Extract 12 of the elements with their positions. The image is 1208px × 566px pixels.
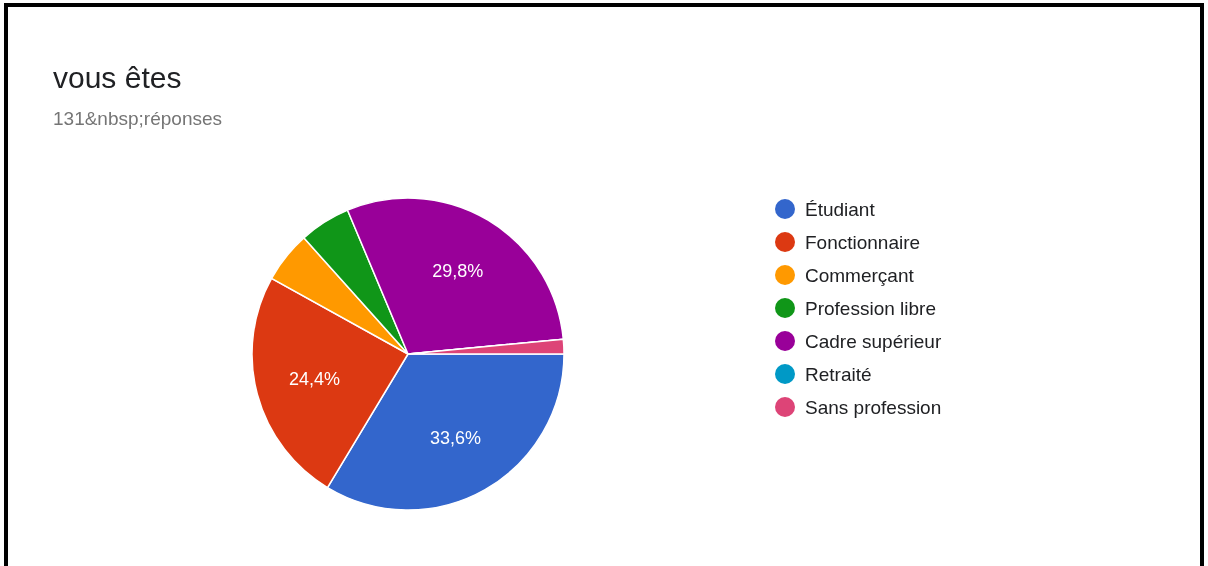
chart-subtitle: 131&nbsp;réponses [53, 108, 223, 129]
legend-label: Retraité [805, 363, 872, 385]
legend-label: Fonctionnaire [805, 231, 921, 253]
legend-label: Profession libre [805, 297, 936, 319]
data-label: 24,4% [289, 368, 341, 389]
legend-label: Cadre supérieur [805, 330, 942, 352]
data-label: 33,6% [430, 428, 482, 449]
legend-label: Commerçant [805, 264, 915, 286]
data-label: 29,8% [432, 261, 484, 282]
chart-title: vous êtes [53, 61, 182, 94]
legend-label: Étudiant [805, 198, 876, 220]
legend-label: Sans profession [805, 396, 942, 418]
